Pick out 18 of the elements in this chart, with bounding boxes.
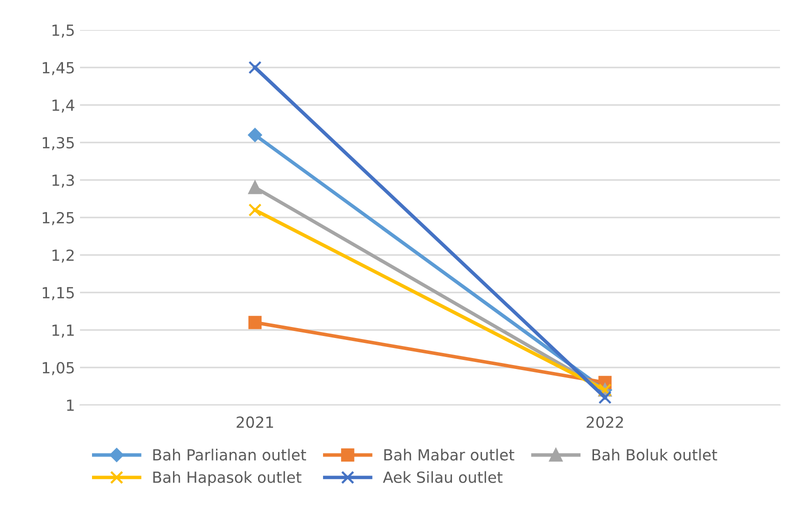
y-tick-label: 1,4 [52,100,74,113]
y-tick-label: 1,35 [42,136,74,150]
x-tick-label: 2021 [236,416,274,428]
y-tick-label: 1,05 [42,362,74,376]
y-tick-label: 1,1 [52,324,74,338]
y-tick-label: 1,3 [52,174,74,188]
y-tick-label: 1,2 [52,249,74,263]
legend-label: Bah Boluk outlet [592,448,718,461]
y-tick-label: 1,45 [42,62,74,76]
legend-label: Bah Parlianan outlet [153,448,306,461]
legend-label: Bah Mabar outlet [384,448,514,461]
y-tick-label: 1,5 [52,24,74,38]
legend-label: Aek Silau outlet [382,471,502,483]
y-tick-label: 1 [67,400,74,411]
y-tick-label: 1,25 [42,212,74,226]
x-tick-label: 2022 [586,416,623,428]
y-tick-label: 1,15 [42,287,74,300]
legend-label: Bah Hapasok outlet [153,471,302,486]
